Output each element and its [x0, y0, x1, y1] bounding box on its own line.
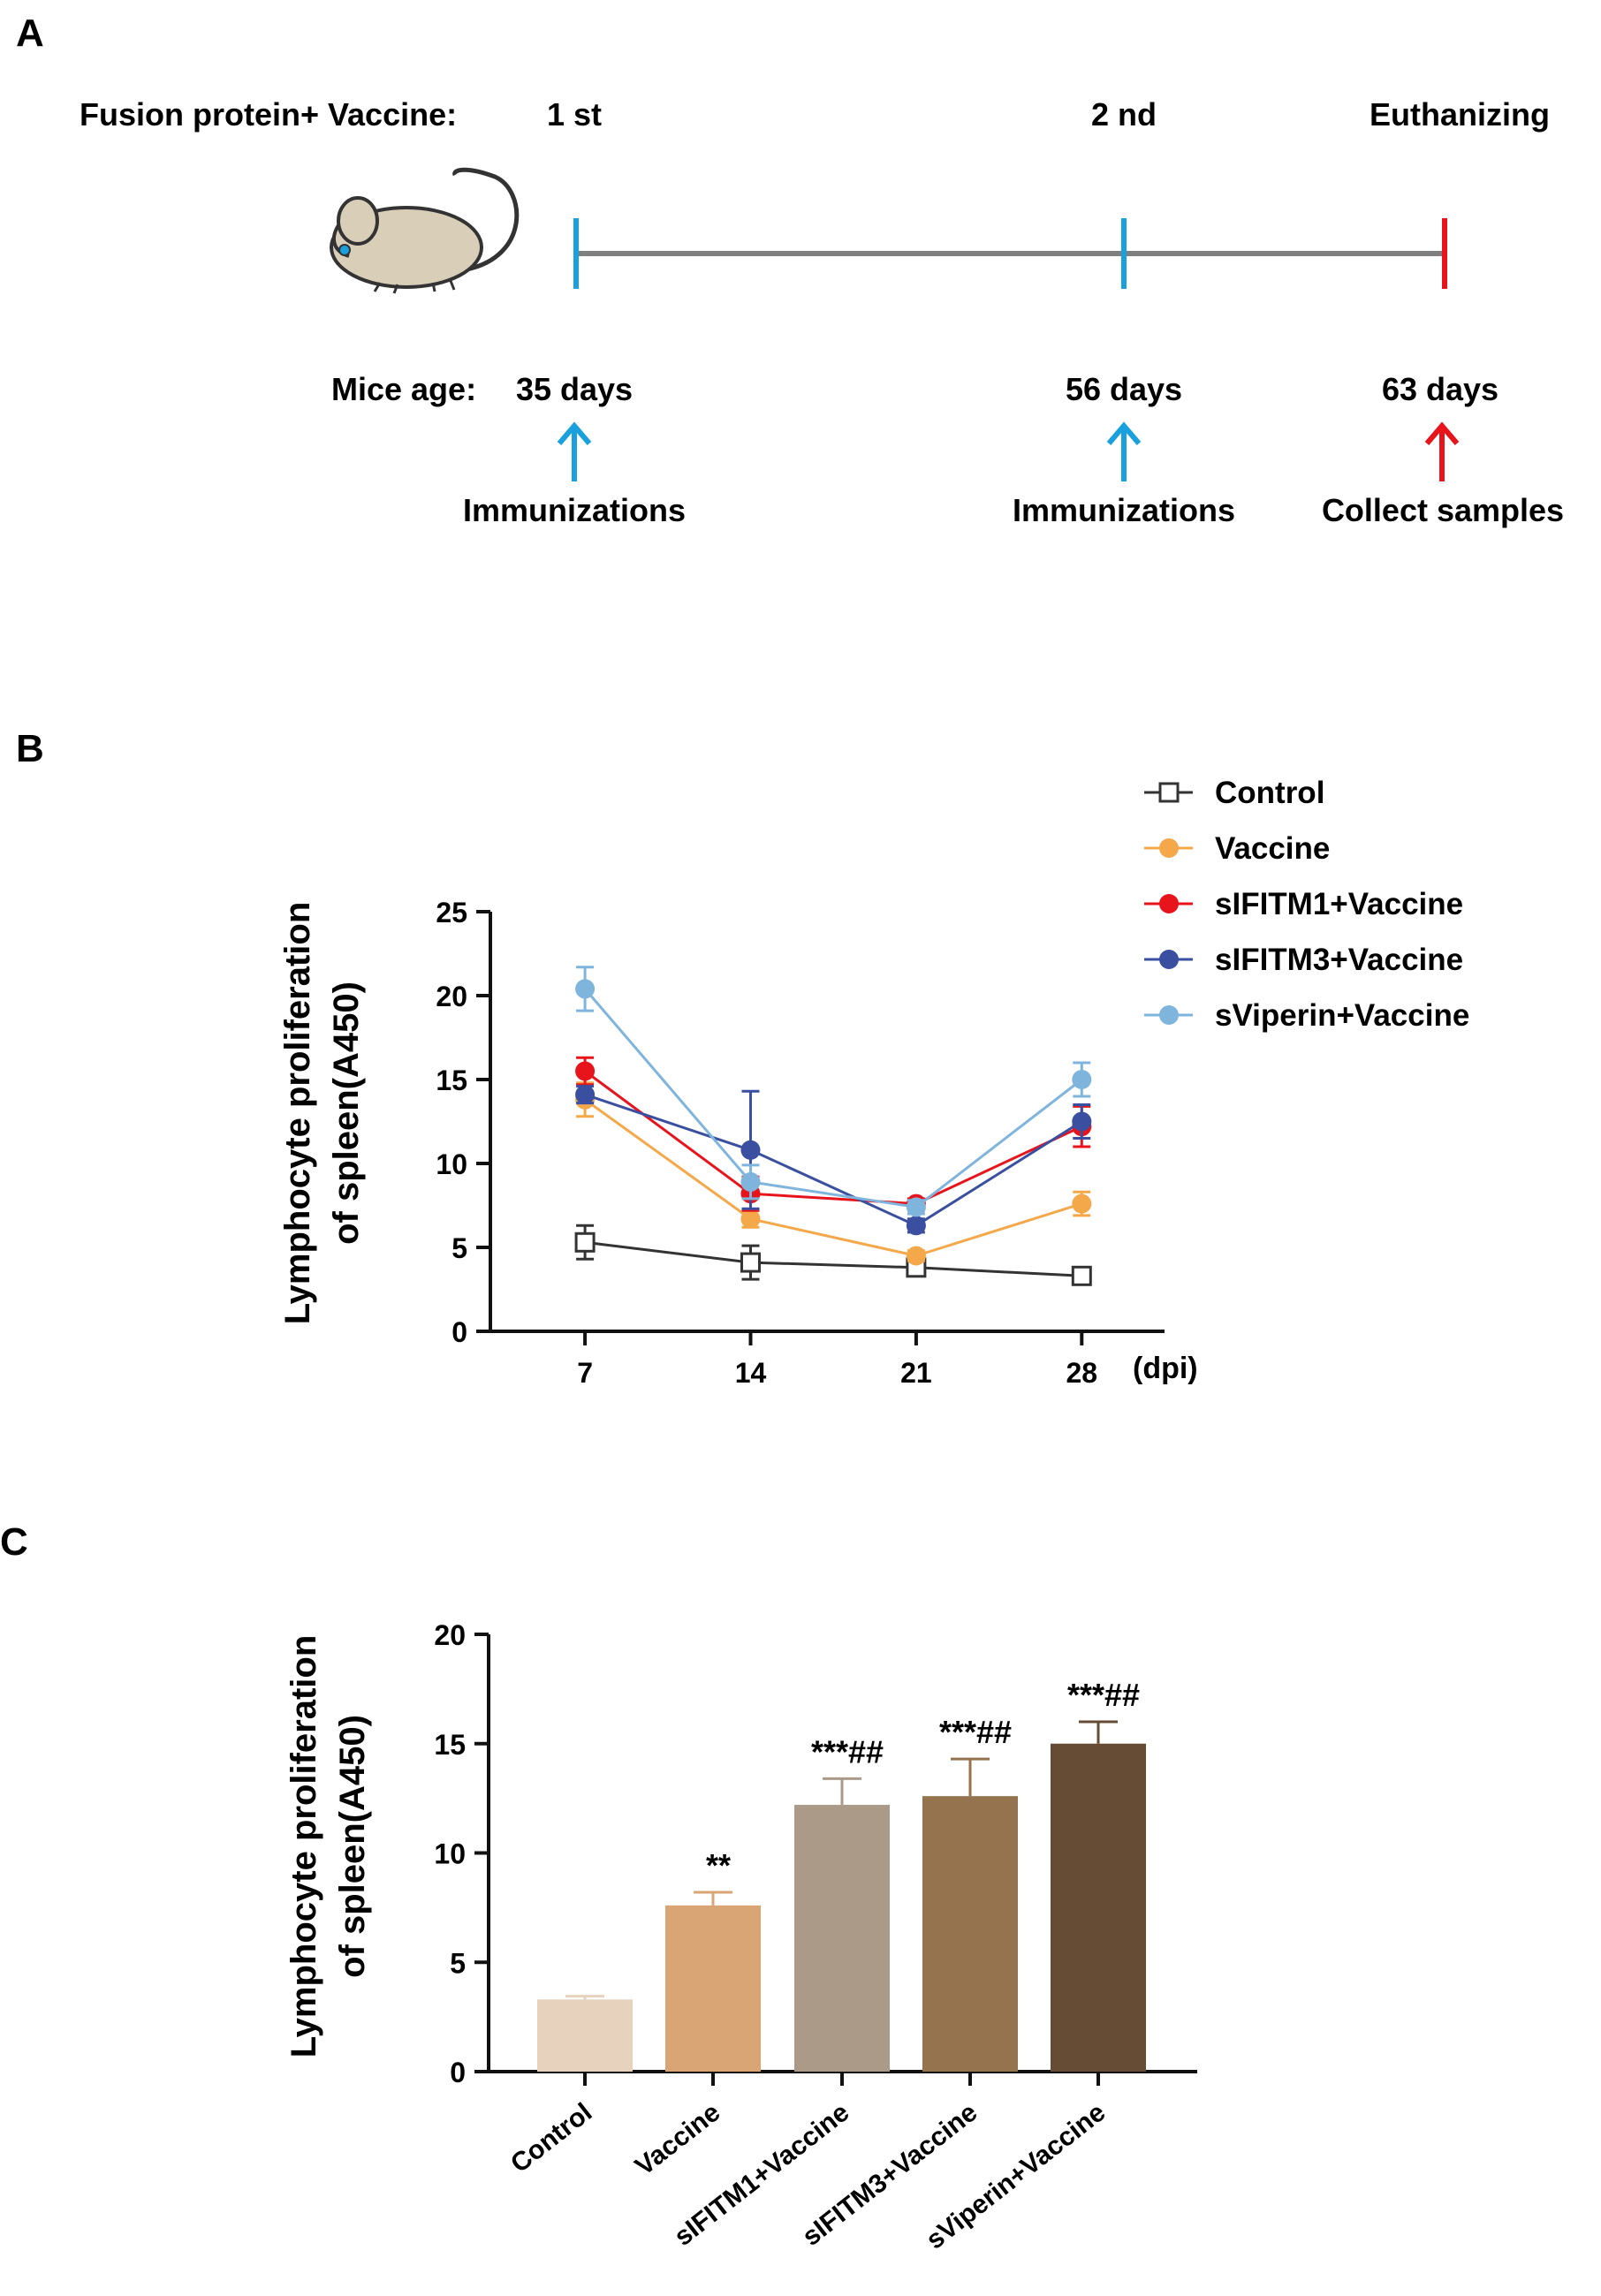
b-x-tick-label: 7 [577, 1357, 593, 1389]
b-data-point [740, 1171, 761, 1192]
b-legend-marker [1159, 894, 1179, 913]
b-xlabel: (dpi) [1133, 1352, 1198, 1385]
c-x-tick-label: Control [505, 2098, 597, 2179]
c-y-tick-label: 20 [434, 1619, 466, 1651]
c-bar-2 [794, 1805, 890, 2072]
c-bar-0 [537, 1999, 633, 2072]
b-legend-marker [1159, 950, 1179, 969]
age2-label: 56 days [1066, 371, 1182, 407]
c-significance-label: ***## [1067, 1677, 1140, 1713]
panel-b-label: B [16, 727, 44, 770]
b-y-tick-label: 15 [436, 1065, 467, 1096]
c-bars-group: ** ***## ***## ***## [537, 1677, 1146, 2072]
c-x-tick-label: Vaccine [630, 2098, 725, 2182]
panel-b: B Lymphocyte proliferation of spleen(A45… [16, 727, 1469, 1389]
c-significance-label: ** [706, 1847, 731, 1883]
b-data-point [740, 1140, 761, 1160]
b-legend-marker [1159, 838, 1179, 858]
b-legend-marker [1158, 782, 1180, 803]
b-series-line-4 [583, 988, 1083, 1209]
b-data-point [740, 1252, 761, 1273]
b-series-line-3 [584, 1093, 1083, 1228]
age3-label: 63 days [1382, 371, 1499, 407]
b-y-tick-label: 10 [436, 1148, 467, 1180]
b-axes: 0 5 10 15 20 25 7 14 21 28 [436, 897, 1165, 1389]
panel-a: A Fusion protein+ Vaccine: 1 st 2 nd Eut… [16, 11, 1564, 528]
c-significance-label: ***## [939, 1714, 1012, 1750]
b-data-point [740, 1209, 761, 1229]
b-y-tick-label: 5 [451, 1232, 467, 1264]
c-ylabel-line2: of spleen(A450) [333, 1715, 372, 1978]
endpoint-label: Euthanizing [1370, 96, 1550, 133]
b-y-tick-label: 0 [451, 1316, 467, 1348]
b-data-point [906, 1246, 926, 1266]
b-series-line-1 [584, 1098, 1082, 1258]
b-ylabel-line2: of spleen(A450) [327, 981, 366, 1245]
b-ylabel-line1: Lymphocyte proliferation [278, 902, 317, 1325]
b-legend-marker [1159, 1005, 1179, 1025]
c-ylabel-line1: Lymphocyte proliferation [285, 1635, 323, 2058]
action2-label: Immunizations [1013, 492, 1235, 528]
c-y-tick-label: 10 [434, 1838, 466, 1870]
b-legend: Control Vaccine sIFITM1+Vaccine sIFITM3+Vac… [1144, 776, 1469, 1033]
mouse-icon [330, 167, 520, 294]
b-y-tick-label: 20 [436, 981, 467, 1012]
b-y-tick-label: 25 [436, 897, 467, 928]
b-data-point [575, 979, 596, 999]
panel-a-label: A [16, 11, 44, 55]
panel-c-label: C [0, 1520, 28, 1564]
b-data-point [575, 1085, 596, 1105]
b-data-point [906, 1197, 926, 1217]
b-data-point [1072, 1070, 1092, 1089]
c-significance-label: ***## [811, 1733, 884, 1769]
b-data-point [1071, 1265, 1092, 1286]
action1-label: Immunizations [463, 492, 686, 528]
b-legend-label: sViperin+Vaccine [1215, 998, 1469, 1033]
arrow-up-icon [1424, 421, 1460, 481]
c-y-tick-label: 0 [450, 2057, 466, 2088]
age1-label: 35 days [516, 371, 633, 407]
arrow-up-icon [1106, 421, 1142, 481]
arrow-up-icon [557, 421, 592, 481]
b-data-point [1072, 1111, 1092, 1132]
panel-c: C Lymphocyte proliferation of spleen(A45… [0, 1520, 1197, 2255]
c-y-tick-label: 5 [450, 1947, 466, 1979]
b-x-tick-label: 21 [900, 1357, 932, 1389]
b-data-point [575, 1061, 596, 1081]
b-data-point [906, 1216, 926, 1236]
b-legend-label: sIFITM3+Vaccine [1215, 943, 1463, 977]
b-x-tick-label: 28 [1066, 1357, 1098, 1389]
c-bar-3 [922, 1796, 1018, 2072]
schedule-label: Fusion protein+ Vaccine: [80, 96, 457, 133]
b-series-group [574, 966, 1092, 1286]
dose2-label: 2 nd [1091, 96, 1157, 133]
b-legend-label: Vaccine [1215, 831, 1330, 866]
action3-label: Collect samples [1322, 492, 1564, 528]
age-label: Mice age: [331, 371, 476, 407]
c-bar-4 [1051, 1743, 1146, 2072]
c-bar-1 [665, 1905, 761, 2072]
b-series-line-0 [584, 1240, 1082, 1277]
c-y-tick-label: 15 [434, 1729, 466, 1761]
dose1-label: 1 st [547, 96, 602, 133]
b-legend-label: Control [1215, 776, 1324, 810]
b-data-point [574, 1231, 596, 1253]
b-series-line-2 [584, 1070, 1082, 1206]
b-legend-label: sIFITM1+Vaccine [1215, 887, 1463, 921]
b-data-point [1072, 1193, 1092, 1214]
b-x-tick-label: 14 [735, 1357, 767, 1389]
